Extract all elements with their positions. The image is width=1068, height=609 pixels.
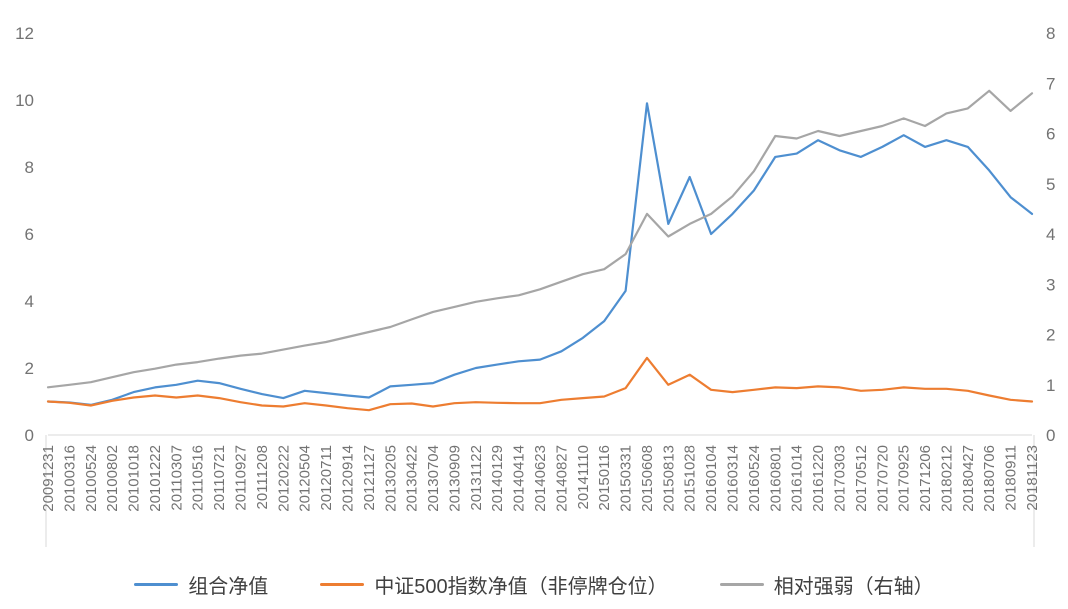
svg-text:20180911: 20180911 [1003,445,1020,511]
svg-text:20161220: 20161220 [810,445,827,512]
svg-text:1: 1 [1046,376,1055,395]
svg-text:2: 2 [25,359,34,378]
svg-text:7: 7 [1046,74,1055,93]
svg-text:20180212: 20180212 [938,445,955,512]
svg-text:20120914: 20120914 [339,445,356,512]
legend-line-swatch-gray [719,583,764,586]
svg-text:8: 8 [1046,24,1055,43]
svg-text:20140414: 20140414 [511,445,528,512]
svg-text:20150813: 20150813 [660,445,677,512]
svg-text:20101018: 20101018 [126,445,143,512]
svg-text:20160314: 20160314 [725,445,742,512]
svg-text:20170925: 20170925 [896,445,913,512]
svg-text:20180427: 20180427 [960,445,977,512]
svg-text:20150331: 20150331 [618,445,635,512]
legend-label: 相对强弱（右轴） [773,576,934,598]
svg-text:20110307: 20110307 [168,445,185,511]
svg-text:20150116: 20150116 [596,445,613,511]
svg-text:20121127: 20121127 [361,445,378,511]
svg-text:8: 8 [25,158,34,177]
svg-text:6: 6 [25,225,34,244]
svg-text:20170512: 20170512 [853,445,870,512]
svg-text:20140623: 20140623 [532,445,549,512]
legend-item-index: 中证500指数净值（非停牌仓位） [320,570,668,599]
chart-legend: 组合净值 中证500指数净值（非停牌仓位） 相对强弱（右轴） [0,570,1068,599]
svg-text:20100802: 20100802 [104,445,121,512]
legend-label: 中证500指数净值（非停牌仓位） [374,576,668,598]
svg-text:20140129: 20140129 [489,445,506,512]
svg-text:20101222: 20101222 [147,445,164,512]
svg-text:20160524: 20160524 [746,445,763,512]
svg-text:12: 12 [15,24,34,43]
svg-text:6: 6 [1046,125,1055,144]
svg-text:3: 3 [1046,275,1055,294]
legend-line-swatch-orange [320,583,365,586]
svg-text:20181123: 20181123 [1024,445,1041,511]
svg-text:20110721: 20110721 [211,445,228,511]
svg-text:20140827: 20140827 [553,445,570,512]
svg-text:20141110: 20141110 [575,445,592,510]
svg-text:10: 10 [15,91,34,110]
legend-item-relative-strength: 相对强弱（右轴） [719,570,934,599]
svg-text:20171206: 20171206 [917,445,934,512]
svg-text:20161014: 20161014 [789,445,806,512]
svg-text:4: 4 [25,292,34,311]
svg-text:20100316: 20100316 [61,445,78,512]
svg-text:2: 2 [1046,326,1055,345]
svg-text:20120222: 20120222 [275,445,292,512]
svg-text:20091231: 20091231 [40,445,57,512]
svg-text:0: 0 [1046,426,1055,445]
svg-text:20151028: 20151028 [682,445,699,512]
svg-text:20131122: 20131122 [468,445,485,511]
svg-text:5: 5 [1046,175,1055,194]
svg-text:20130422: 20130422 [404,445,421,512]
svg-text:20160801: 20160801 [767,445,784,512]
legend-label: 组合净值 [188,576,269,598]
svg-text:20130909: 20130909 [446,445,463,512]
legend-item-portfolio: 组合净值 [134,570,268,599]
legend-line-swatch-blue [134,583,179,586]
svg-text:20160104: 20160104 [703,445,720,512]
svg-text:20170303: 20170303 [831,445,848,512]
svg-text:20180706: 20180706 [981,445,998,512]
svg-text:20100524: 20100524 [83,445,100,512]
svg-text:4: 4 [1046,225,1055,244]
svg-text:20111208: 20111208 [254,445,271,510]
svg-text:20120711: 20120711 [318,445,335,511]
svg-text:20130205: 20130205 [382,445,399,512]
svg-text:20120504: 20120504 [297,445,314,512]
svg-text:20130704: 20130704 [425,445,442,512]
svg-text:20150608: 20150608 [639,445,656,512]
svg-text:20110927: 20110927 [233,445,250,511]
svg-text:20170720: 20170720 [874,445,891,512]
svg-text:20110516: 20110516 [190,445,207,511]
svg-text:0: 0 [25,426,34,445]
